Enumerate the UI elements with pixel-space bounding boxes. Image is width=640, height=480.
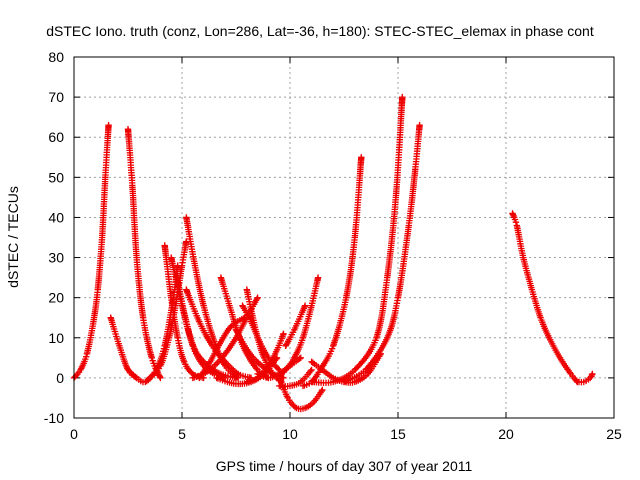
data-point (296, 355, 303, 362)
data-point (297, 354, 304, 361)
data-point (314, 274, 322, 281)
data-point (416, 122, 423, 129)
data-point (328, 345, 336, 352)
data-point (275, 365, 282, 372)
tick-labels: 0 5 10 15 20 25 -10 0 10 20 30 40 50 60 70 80 (44, 49, 622, 442)
series-19 (273, 274, 322, 382)
data-point (307, 367, 314, 375)
x-tick-label: 25 (606, 426, 622, 442)
data-marks (70, 93, 596, 413)
data-point (589, 370, 596, 378)
data-point (189, 342, 196, 349)
data-point (254, 294, 261, 301)
data-point (566, 369, 573, 376)
x-tick-label: 5 (178, 426, 186, 442)
series-1 (107, 314, 140, 382)
y-tick-label: 20 (48, 290, 64, 306)
chart-title: dSTEC Iono. truth (conz, Lon=286, Lat=-3… (46, 23, 594, 39)
y-tick-label: 10 (48, 330, 64, 346)
x-axis-label: GPS time / hours of day 307 of year 2011 (216, 458, 473, 474)
series-25 (308, 93, 406, 386)
data-point (253, 365, 260, 372)
series-17 (243, 330, 287, 386)
y-tick-label: 0 (56, 370, 64, 386)
x-tick-label: 0 (70, 426, 78, 442)
data-point (83, 353, 90, 360)
data-point (280, 330, 287, 337)
data-point (512, 219, 520, 226)
x-tick-label: 20 (498, 426, 514, 442)
series-20 (276, 366, 315, 390)
data-point (308, 366, 315, 374)
series-21 (282, 302, 309, 349)
data-point (105, 122, 112, 129)
data-point (148, 354, 155, 361)
plot-frame (73, 56, 615, 419)
y-tick-label: 30 (48, 250, 64, 266)
y-tick-label: 40 (48, 209, 64, 225)
series-26 (340, 122, 423, 386)
data-point (188, 369, 195, 376)
series-11 (196, 314, 248, 382)
data-point (124, 366, 132, 374)
series-28 (574, 370, 596, 386)
series-5 (146, 238, 190, 382)
y-tick-label: 60 (48, 129, 64, 145)
y-tick-label: -10 (44, 410, 64, 426)
data-point (399, 93, 406, 101)
series-22 (276, 374, 326, 413)
data-point (301, 302, 309, 309)
data-point (319, 386, 326, 394)
series-0 (70, 122, 112, 382)
series-23 (299, 154, 365, 390)
data-point (318, 387, 325, 395)
x-tick-label: 15 (390, 426, 406, 442)
x-tick-label: 10 (282, 426, 298, 442)
y-tick-label: 50 (48, 169, 64, 185)
series-27 (509, 210, 581, 386)
y-axis-label: dSTEC / TECUs (5, 186, 21, 288)
data-point (157, 374, 164, 382)
y-tick-label: 70 (48, 89, 64, 105)
series-2 (124, 126, 164, 382)
data-point (358, 154, 365, 161)
data-point (240, 315, 247, 322)
data-point (248, 353, 256, 360)
series-9 (183, 286, 255, 382)
y-tick-label: 80 (48, 49, 64, 65)
